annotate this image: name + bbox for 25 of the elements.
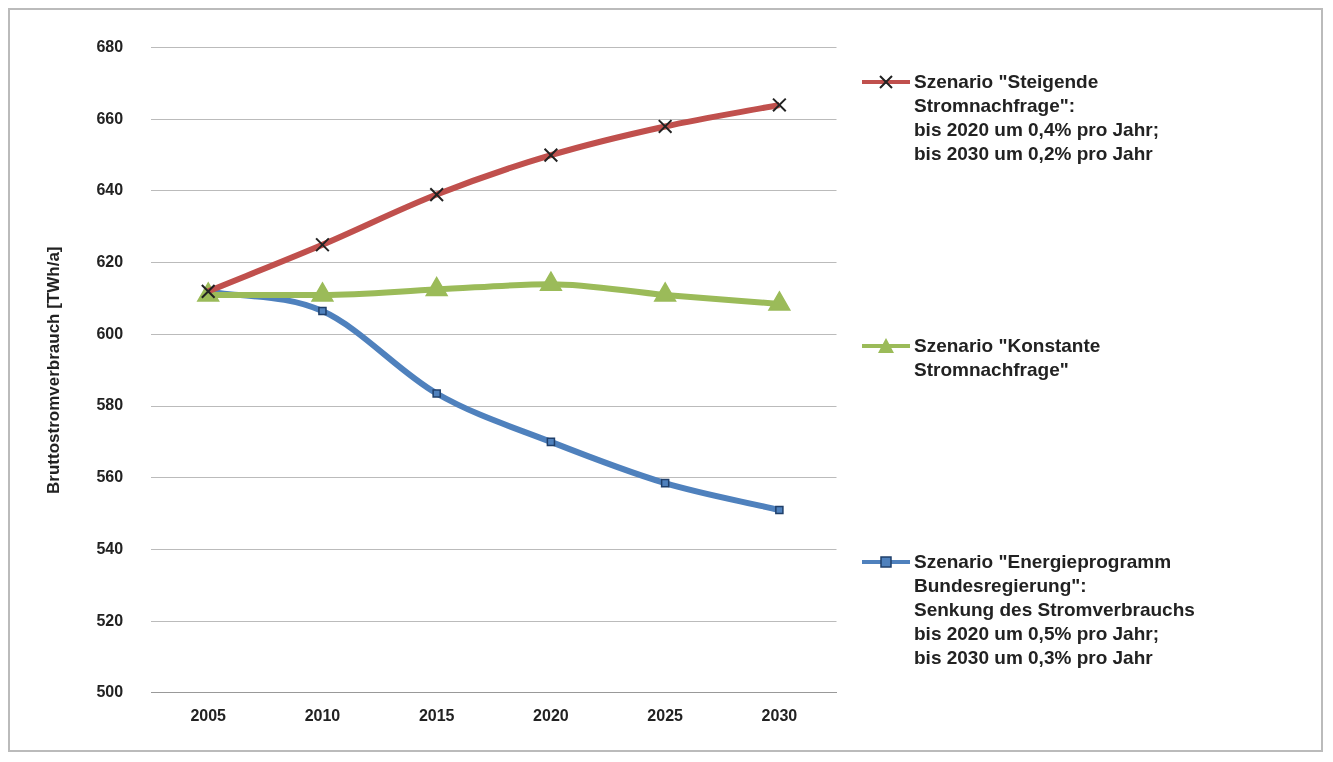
y-axis-title: Bruttostromverbrauch [TWh/a]	[43, 246, 63, 494]
y-tick-label: 600	[96, 324, 124, 342]
y-tick-label: 620	[96, 253, 124, 271]
x-tick-label: 2025	[647, 706, 684, 724]
x-tick-label: 2015	[418, 706, 455, 724]
point	[660, 478, 670, 488]
point	[775, 505, 784, 515]
point	[546, 437, 556, 447]
legend-label: Szenario "Energieprogramm Bundesregierung": Senkung des Stromverbrauchs bis 2020 um 0,5% pro Jahr; bis 2030 um 0,3% pro Jahr	[914, 550, 1195, 670]
y-tick-label: 640	[96, 181, 124, 199]
x-tick-label: 2005	[190, 706, 227, 724]
legend-label: Szenario "Steigende Stromnachfrage": bis 2020 um 0,4% pro Jahr; bis 2030 um 0,2% pro Jahr	[914, 70, 1159, 166]
y-tick-label: 580	[96, 396, 124, 414]
y-tick-label: 520	[96, 611, 124, 629]
x-tick-label: 2010	[304, 706, 341, 724]
x-tick-label: 2030	[761, 706, 798, 724]
x-tick-label: 2020	[533, 706, 569, 724]
y-tick-label: 500	[96, 683, 124, 701]
point	[318, 306, 327, 316]
y-tick-label: 540	[96, 539, 124, 557]
legend-label: Szenario "Konstante Stromnachfrage"	[914, 334, 1101, 382]
point	[432, 389, 441, 398]
y-tick-label: 660	[96, 109, 124, 127]
y-tick-label: 680	[96, 38, 124, 56]
y-tick-label: 560	[96, 468, 124, 486]
